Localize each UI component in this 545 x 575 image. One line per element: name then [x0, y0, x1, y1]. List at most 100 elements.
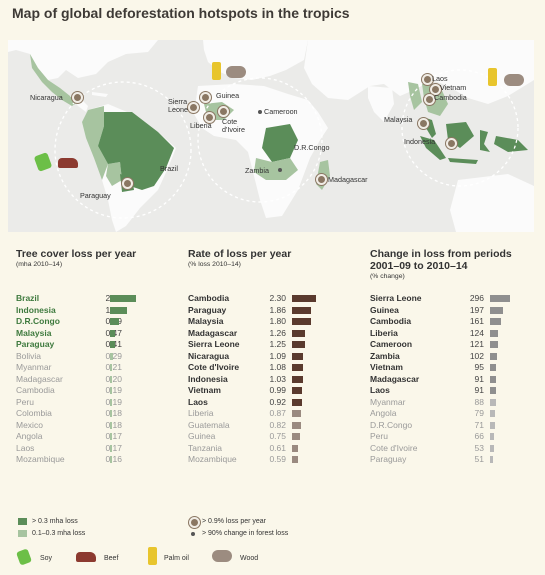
tree-cover-heading: Tree cover loss per year	[16, 248, 137, 260]
country-value: 0.87	[269, 408, 286, 418]
country-name: Guinea	[188, 431, 216, 441]
list-row: Nicaragua 1.09	[188, 351, 348, 363]
brazil-shape	[98, 112, 174, 190]
list-row: Sierra Leone 296	[370, 293, 530, 305]
palm-oil-icon	[212, 62, 221, 80]
country-name: Laos	[370, 385, 390, 395]
country-value: 0.21	[105, 362, 122, 372]
legend-beef-icon	[76, 552, 96, 562]
legend-palm-oil-icon	[148, 547, 157, 565]
country-name: Madagascar	[16, 373, 63, 384]
value-bar	[490, 364, 497, 371]
country-name: Tanzania	[188, 442, 223, 453]
label-brazil: Brazil	[160, 164, 178, 173]
value-bar	[490, 398, 496, 406]
country-value: 0.47	[92, 328, 122, 339]
legend-soy-icon	[15, 548, 33, 566]
country-name: Paraguay	[188, 304, 227, 315]
country-name: Liberia	[188, 408, 214, 418]
list-row: Guinea 0.75	[188, 431, 348, 443]
value-bar	[110, 375, 113, 383]
list-row: Liberia 0.87	[188, 408, 348, 420]
value-bar	[292, 444, 299, 452]
list-row: Laos 0.92	[188, 397, 348, 409]
country-value: 79	[474, 408, 484, 418]
map-shapes	[8, 40, 534, 232]
hotspot-nicaragua	[72, 92, 83, 103]
country-value: 0.61	[269, 442, 286, 453]
africa-focus-circle	[197, 77, 323, 203]
value-bar	[490, 410, 496, 417]
country-name: Cameroon	[370, 339, 413, 349]
country-value: 0.82	[269, 419, 286, 430]
list-row: Guatemala 0.82	[188, 420, 348, 432]
country-name: Malaysia	[16, 327, 52, 338]
country-name: Cote d'Ivoire	[370, 442, 418, 453]
country-name: Sierra Leone	[188, 339, 240, 349]
list-row: D.R.Congo 71	[370, 420, 530, 432]
indochina-region	[422, 84, 448, 116]
africa-landmass	[194, 84, 328, 218]
country-name: Colombia	[16, 408, 52, 418]
country-name: Vietnam	[188, 385, 221, 395]
value-bar	[110, 306, 128, 314]
value-bar	[110, 329, 116, 337]
hotspot-paraguay	[122, 178, 133, 189]
list-row: Indonesia 1.03	[188, 374, 348, 386]
country-name: Zambia	[370, 350, 400, 361]
hotspot-cambodia	[424, 94, 435, 105]
country-value: 1.03	[269, 373, 286, 384]
country-value: 95	[474, 362, 484, 372]
list-row: Madagascar 91	[370, 374, 530, 386]
hotspot-vietnam	[430, 84, 441, 95]
label-drcongo: D.R.Congo	[294, 143, 330, 152]
asia-landmass	[304, 40, 534, 104]
value-bar	[110, 318, 119, 325]
list-row: Madagascar 0.20	[16, 374, 176, 386]
list-row: Cameroon 121	[370, 339, 530, 351]
country-value: 296	[469, 293, 484, 303]
americas-focus-circle	[54, 81, 192, 219]
list-row: Brazil2.35	[16, 293, 176, 305]
list-row: Liberia 124	[370, 328, 530, 340]
list-row: Peru 66	[370, 431, 530, 443]
hotspot-laos	[422, 74, 433, 85]
country-value: 2.30	[269, 293, 286, 303]
list-row: Cambodia 161	[370, 316, 530, 328]
label-liberia: Liberia	[190, 121, 212, 130]
list-row: Madagascar 1.26	[188, 328, 348, 340]
country-value: 0.59	[269, 454, 286, 464]
value-bar	[110, 295, 136, 302]
change-heading-line2: 2001–09 to 2010–14	[370, 260, 468, 272]
list-row: Peru 0.19	[16, 397, 176, 409]
list-row: D.R.Congo0.79	[16, 316, 176, 328]
country-name: Mozambique	[16, 454, 65, 464]
value-bar	[110, 398, 113, 406]
legend-wood-icon	[212, 550, 232, 562]
value-bar	[110, 410, 112, 417]
value-bar	[292, 375, 303, 383]
palm-oil-icon	[488, 68, 497, 86]
hotspot-liberia	[204, 112, 215, 123]
value-bar	[490, 306, 504, 314]
value-bar	[490, 375, 497, 383]
value-bar	[490, 352, 497, 360]
wood-icon	[504, 74, 524, 86]
country-name: Myanmar	[370, 396, 406, 407]
list-row: Sierra Leone 1.25	[188, 339, 348, 351]
country-name: Angola	[370, 408, 397, 418]
list-row: Cote d'Ivoire 53	[370, 443, 530, 455]
hotspot-madagascar	[316, 174, 327, 185]
country-value: 0.92	[269, 396, 286, 407]
country-name: D.R.Congo	[16, 316, 60, 326]
country-name: Laos	[16, 442, 35, 453]
country-name: Malaysia	[188, 316, 224, 326]
country-value: 0.18	[105, 408, 122, 418]
list-row: Colombia 0.18	[16, 408, 176, 420]
value-bar	[110, 456, 112, 463]
value-bar	[292, 410, 302, 417]
world-map: Nicaragua Sierra Leone Guinea Liberia Co…	[8, 40, 534, 232]
country-name: Myanmar	[16, 362, 52, 372]
hotspot-cote-divoire	[218, 106, 229, 117]
